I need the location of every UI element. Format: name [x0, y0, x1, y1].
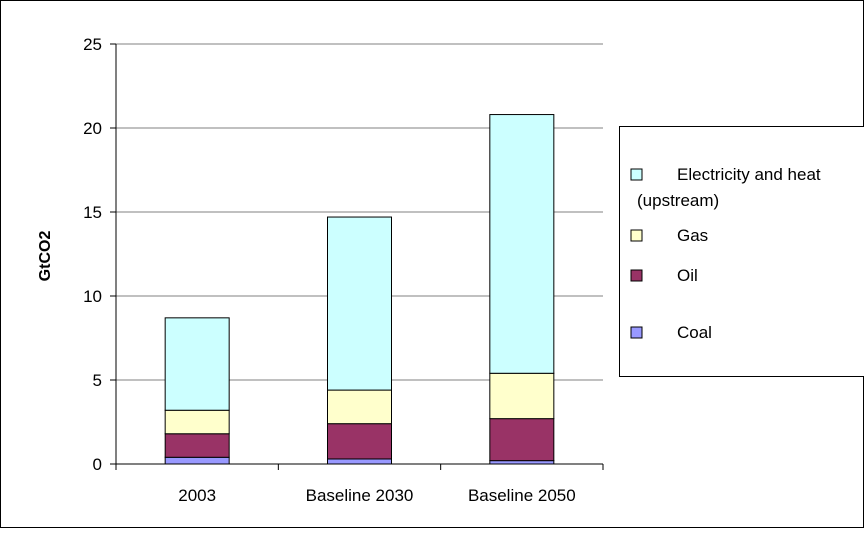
legend-swatch-oil	[631, 270, 642, 281]
legend-swatch-coal	[631, 327, 642, 338]
y-axis-label: GtCO2	[37, 231, 54, 282]
bar-segment-coal-1	[328, 459, 392, 464]
y-tick-label: 0	[93, 455, 102, 474]
bar-segment-electricity-2	[490, 115, 554, 374]
legend-box	[620, 127, 864, 377]
bar-segment-oil-0	[165, 434, 229, 458]
y-tick-label: 25	[83, 35, 102, 54]
bar-segment-gas-0	[165, 410, 229, 434]
bar-segment-gas-1	[328, 390, 392, 424]
bar-segment-coal-2	[490, 461, 554, 464]
bar-segment-oil-2	[490, 419, 554, 461]
legend-label-electricity-line1: Electricity and heat	[677, 165, 821, 184]
y-tick-label: 20	[83, 119, 102, 138]
legend-swatch-gas	[631, 230, 642, 241]
x-tick-label: 2003	[178, 486, 216, 505]
legend-swatch-electricity	[631, 169, 642, 180]
legend-label-electricity-line2: (upstream)	[637, 191, 719, 210]
y-tick-label: 10	[83, 287, 102, 306]
x-tick-label: Baseline 2050	[468, 486, 576, 505]
bar-segment-gas-2	[490, 373, 554, 418]
y-tick-label: 5	[93, 371, 102, 390]
legend: Electricity and heat (upstream) Gas Oil …	[620, 127, 864, 377]
legend-label-oil: Oil	[677, 266, 698, 285]
legend-label-coal: Coal	[677, 323, 712, 342]
bar-segment-oil-1	[328, 424, 392, 459]
x-tick-label: Baseline 2030	[306, 486, 414, 505]
legend-label-gas: Gas	[677, 226, 708, 245]
y-tick-label: 15	[83, 203, 102, 222]
bar-segment-electricity-1	[328, 217, 392, 390]
bar-segment-coal-0	[165, 457, 229, 464]
bar-segment-electricity-0	[165, 318, 229, 410]
